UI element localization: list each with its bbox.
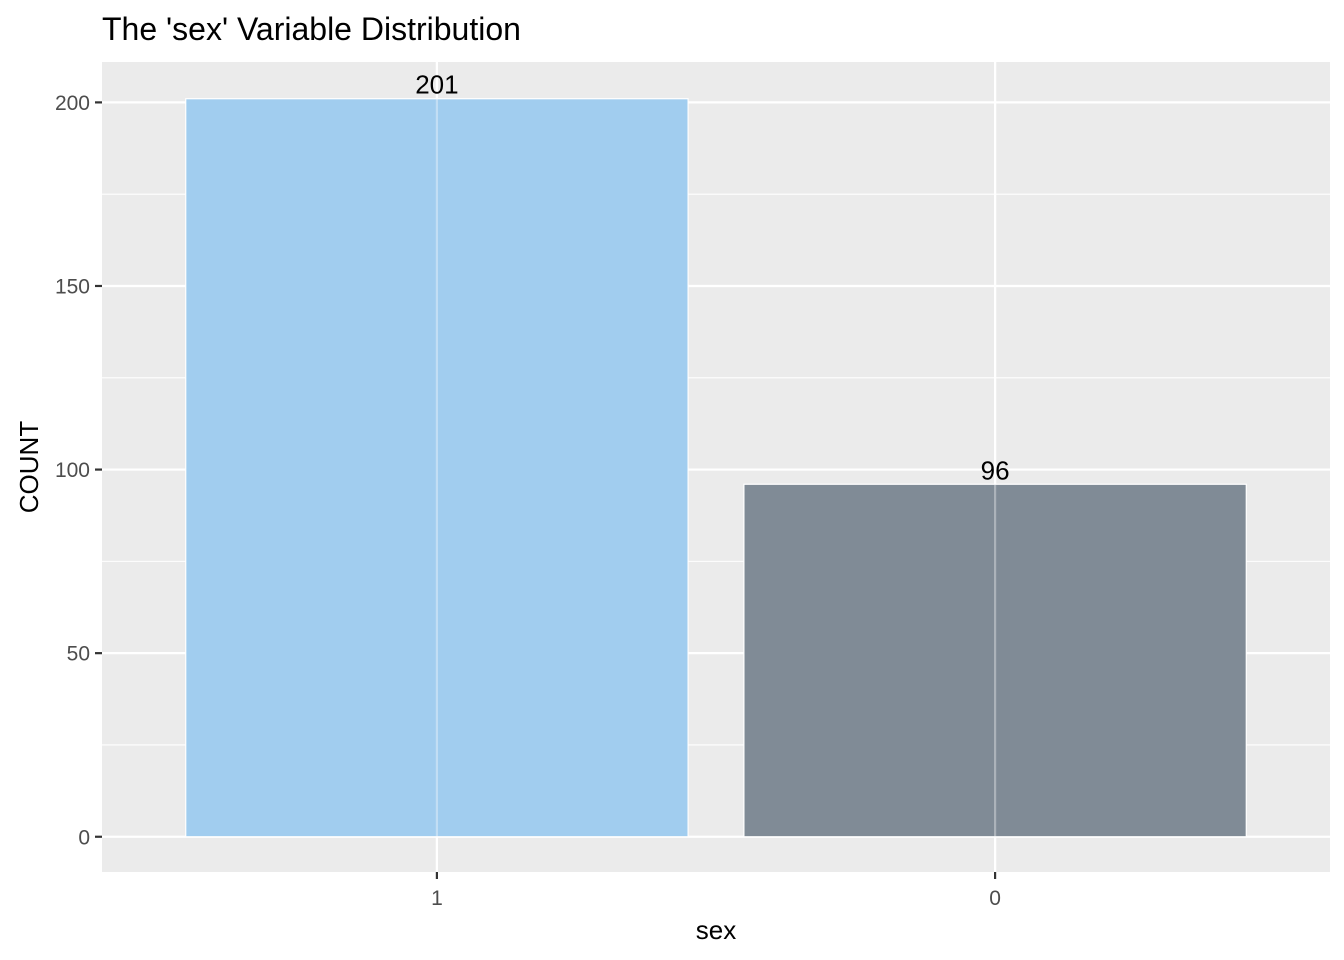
y-axis: 0 50 100 150 200 (55, 92, 102, 849)
y-tick-label: 0 (78, 826, 90, 849)
chart-title: The 'sex' Variable Distribution (102, 11, 521, 47)
bars (185, 98, 1247, 838)
x-tick-label: 0 (989, 887, 1001, 910)
bar-0 (743, 483, 1247, 838)
x-tick-label: 1 (431, 887, 443, 910)
vertical-gridlines (435, 62, 997, 872)
bar-1 (185, 98, 689, 838)
data-label: 201 (415, 70, 458, 100)
y-tick-label: 200 (55, 92, 90, 115)
x-axis-title: sex (696, 915, 736, 945)
y-axis-title: COUNT (14, 421, 44, 514)
data-label: 96 (981, 455, 1010, 485)
data-labels: 201 96 (415, 70, 1009, 486)
y-tick-label: 100 (55, 459, 90, 482)
y-tick-label: 150 (55, 275, 90, 298)
y-tick-label: 50 (67, 643, 90, 666)
